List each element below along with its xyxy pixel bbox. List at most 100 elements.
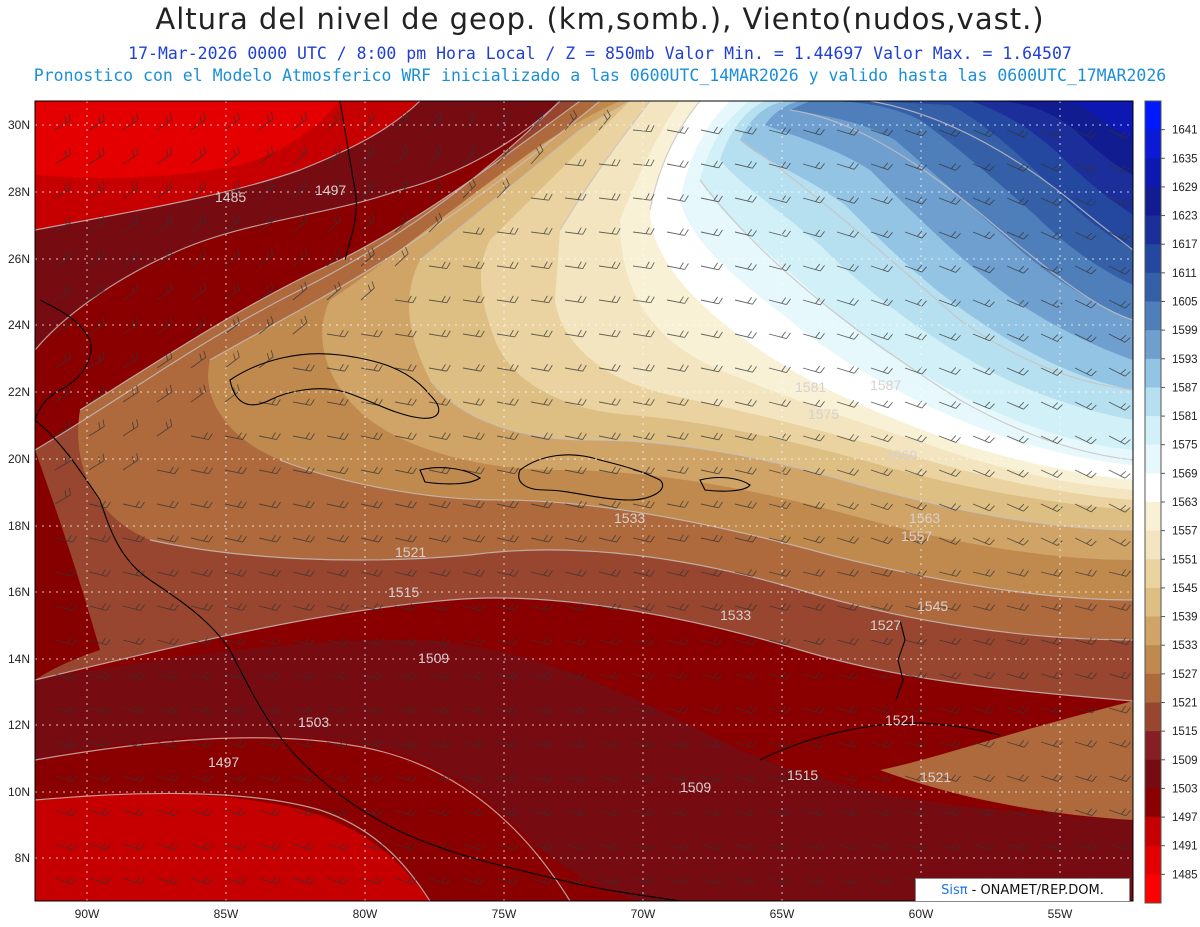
wind-barb-flag bbox=[921, 844, 927, 851]
wind-barb bbox=[122, 843, 141, 851]
wind-barb bbox=[632, 775, 651, 782]
wind-barb bbox=[1006, 197, 1024, 206]
wind-barb-flag bbox=[615, 809, 621, 816]
wind-barb-flag bbox=[752, 434, 757, 441]
contour-label: 1515 bbox=[787, 767, 818, 783]
wind-barb-flag bbox=[441, 774, 447, 781]
wind-barb-flag bbox=[1057, 741, 1063, 748]
wind-barb bbox=[700, 673, 719, 680]
lat-label: 28N bbox=[8, 185, 30, 199]
wind-barb-flag bbox=[139, 844, 145, 851]
wind-barb-flag bbox=[102, 385, 105, 393]
wind-barb bbox=[972, 571, 991, 577]
wind-barb bbox=[1040, 775, 1059, 782]
wind-barb-flag bbox=[71, 707, 77, 714]
wind-barb bbox=[292, 639, 311, 646]
wind-barb bbox=[1108, 537, 1126, 547]
wind-barb bbox=[1040, 843, 1059, 851]
wind-barb-flag bbox=[136, 113, 139, 121]
wind-barb-flag bbox=[650, 193, 655, 201]
wind-barb-flag bbox=[1120, 436, 1127, 443]
wind-barb-flag bbox=[951, 705, 957, 712]
wind-barb-flag bbox=[475, 261, 480, 269]
wind-barb-flag bbox=[378, 467, 383, 474]
wind-barb bbox=[598, 503, 617, 509]
wind-barb bbox=[462, 116, 476, 131]
wind-barb-flag bbox=[203, 705, 209, 712]
wind-barb-flag bbox=[441, 637, 447, 644]
wind-barb-flag bbox=[378, 399, 383, 406]
wind-barb-flag bbox=[679, 126, 684, 133]
wind-barb-flag bbox=[684, 161, 689, 168]
wind-barb-flag bbox=[649, 707, 655, 714]
wind-barb-flag bbox=[684, 399, 689, 406]
wind-barb-flag bbox=[411, 809, 417, 816]
wind-barb-flag bbox=[475, 705, 481, 712]
wind-barb bbox=[700, 469, 719, 475]
wind-barb-flag bbox=[1023, 741, 1029, 748]
wind-barb-flag bbox=[955, 741, 961, 748]
wind-barb-flag bbox=[887, 538, 893, 544]
wind-barb bbox=[496, 877, 515, 885]
wind-barb-flag bbox=[955, 130, 961, 137]
lat-label: 10N bbox=[8, 785, 30, 799]
wind-barb bbox=[700, 877, 719, 885]
wind-barb-flag bbox=[1023, 165, 1029, 172]
wind-barb bbox=[598, 741, 617, 748]
wind-barb-flag bbox=[1018, 299, 1025, 306]
wind-barb bbox=[802, 333, 821, 340]
wind-barb-flag bbox=[305, 398, 310, 405]
wind-barb bbox=[54, 324, 71, 335]
wind-barb-flag bbox=[241, 707, 247, 714]
wind-barb-flag bbox=[300, 216, 304, 224]
wind-barb bbox=[870, 741, 889, 748]
wind-barb bbox=[394, 367, 413, 372]
wind-barb-flag bbox=[815, 671, 821, 678]
wind-barb-flag bbox=[509, 671, 515, 678]
wind-barb bbox=[802, 877, 821, 885]
colorbar-label: 1617 bbox=[1172, 239, 1198, 251]
wind-barb-flag bbox=[136, 453, 139, 461]
wind-barb-flag bbox=[1052, 470, 1059, 476]
wind-barb-flag bbox=[718, 535, 723, 543]
wind-barb bbox=[190, 843, 209, 851]
wind-barb-flag bbox=[1023, 775, 1029, 782]
wind-barb bbox=[88, 358, 105, 369]
wind-barb-flag bbox=[645, 534, 650, 542]
wind-barb-flag bbox=[882, 332, 889, 339]
wind-barb bbox=[870, 163, 889, 171]
wind-barb bbox=[496, 401, 515, 406]
wind-barb bbox=[1108, 333, 1126, 343]
wind-barb bbox=[632, 809, 651, 817]
wind-barb-flag bbox=[1124, 133, 1131, 139]
colorbar-swatch bbox=[1145, 788, 1161, 818]
wind-barb-flag bbox=[446, 433, 451, 440]
wind-barb bbox=[666, 401, 685, 406]
wind-barb bbox=[292, 673, 311, 680]
wind-barb-flag bbox=[1124, 507, 1131, 513]
wind-barb bbox=[428, 809, 447, 817]
wind-barb-flag bbox=[547, 878, 553, 885]
wind-barb-flag bbox=[786, 298, 791, 305]
wind-barb bbox=[1040, 401, 1058, 410]
colorbar-swatch bbox=[1145, 272, 1161, 302]
wind-barb-flag bbox=[304, 213, 308, 221]
wind-barb bbox=[938, 503, 956, 511]
wind-barb-flag bbox=[989, 165, 995, 172]
wind-barb bbox=[1040, 367, 1058, 376]
wind-barb bbox=[326, 537, 345, 543]
wind-barb bbox=[1006, 809, 1025, 817]
wind-barb-flag bbox=[853, 163, 859, 170]
contour-label: 1527 bbox=[870, 617, 901, 633]
wind-barb-flag bbox=[786, 638, 791, 645]
colorbar-label: 1563 bbox=[1172, 497, 1198, 509]
wind-barb-flag bbox=[989, 233, 995, 240]
wind-barb bbox=[224, 469, 243, 475]
wind-barb-flag bbox=[304, 876, 311, 883]
wind-barb bbox=[462, 605, 481, 611]
wind-barb-flag bbox=[819, 367, 825, 374]
wind-barb bbox=[1108, 197, 1126, 207]
wind-barb bbox=[224, 220, 240, 233]
wind-barb-flag bbox=[1019, 671, 1025, 678]
wind-barb-flag bbox=[305, 603, 311, 610]
